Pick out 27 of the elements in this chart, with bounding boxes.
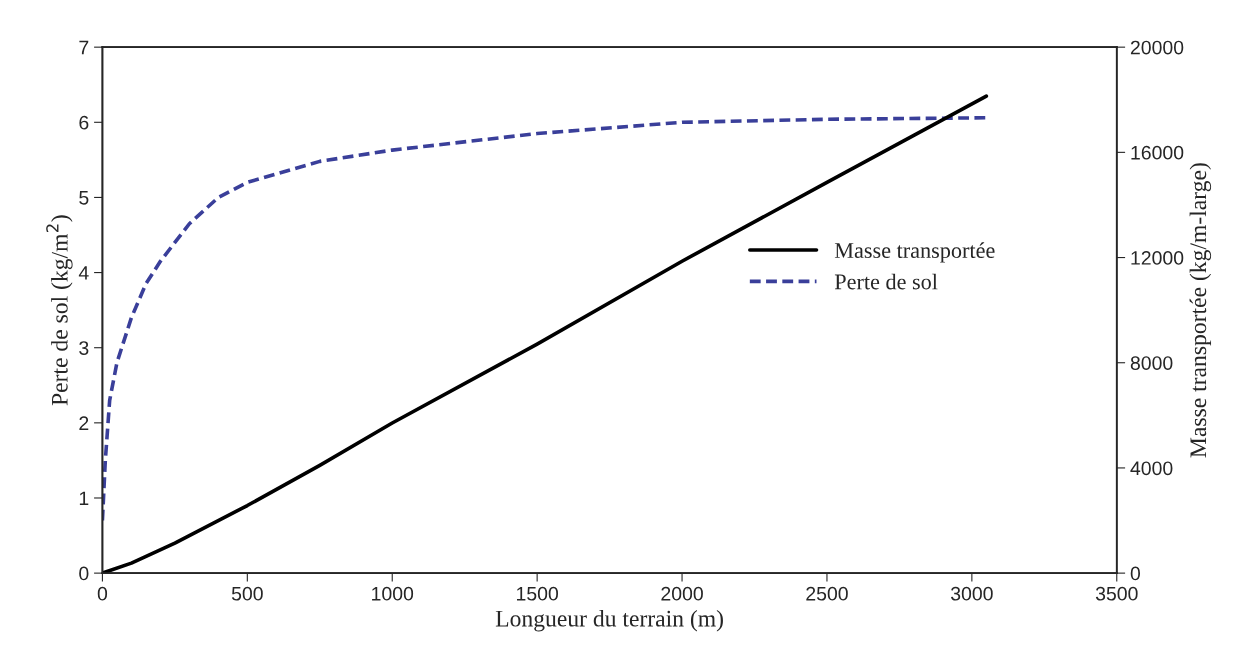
y2-tick-label: 16000 xyxy=(1131,145,1184,160)
x-tick-label: 500 xyxy=(231,586,263,601)
legend-label: Perte de sol xyxy=(834,273,938,290)
y-tick-label: 7 xyxy=(79,40,89,55)
y-tick-label: 5 xyxy=(79,191,89,205)
y2-tick-label: 0 xyxy=(1130,566,1141,581)
legend-label: Masse transportée xyxy=(834,242,995,263)
y-tick-label: 6 xyxy=(79,115,89,130)
x-axis-title: Longueur du terrain (m) xyxy=(495,610,723,632)
y-tick-label: 2 xyxy=(79,416,89,430)
x-tick-label: 0 xyxy=(97,586,108,601)
y2-tick-label: 12000 xyxy=(1131,251,1184,265)
y2-axis-title: Masse transportée (kg/m-large) xyxy=(1189,163,1212,458)
y-tick-label: 4 xyxy=(78,266,89,280)
x-tick-label: 3500 xyxy=(1095,586,1138,601)
x-tick-label: 3000 xyxy=(950,586,993,601)
y2-tick-label: 4000 xyxy=(1130,461,1173,476)
y2-tick-label: 8000 xyxy=(1130,356,1173,370)
x-tick-label: 1500 xyxy=(517,586,559,601)
x-tick-label: 2500 xyxy=(806,586,848,601)
y2-tick-label: 20000 xyxy=(1130,40,1184,55)
y-axis-title: Perte de sol (kg/m$^{2}$) xyxy=(46,215,73,406)
y-tick-label: 0 xyxy=(79,566,89,581)
y-tick-label: 1 xyxy=(79,491,89,506)
x-tick-label: 2000 xyxy=(661,586,703,601)
x-tick-label: 1000 xyxy=(372,586,414,601)
y-tick-label: 3 xyxy=(79,341,89,355)
